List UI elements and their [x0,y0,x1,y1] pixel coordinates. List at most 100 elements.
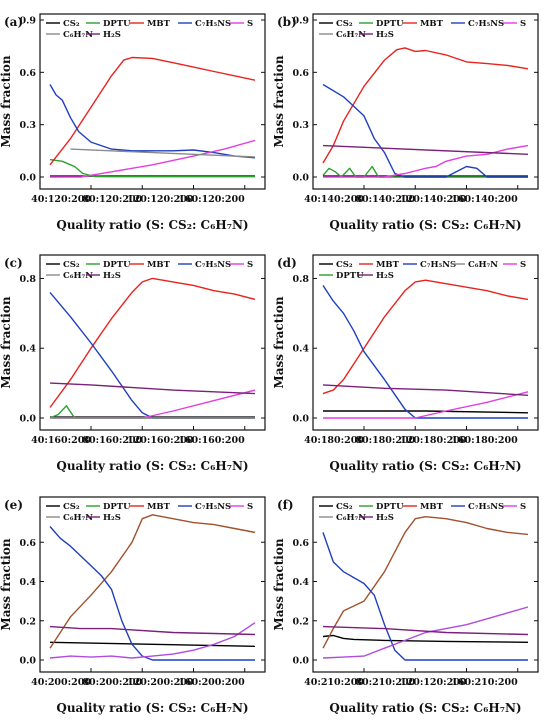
legend-label: C₆H₇N [336,30,366,40]
x-tick-label: 80:120:200 [82,194,142,205]
series-line-2 [49,514,256,649]
x-axis-title: Quality ratio (S: CS₂: C₆H₇N) [329,218,521,232]
legend-label: C₇H₅NS [420,260,456,270]
plot-frame [312,496,539,673]
legend-label: C₇H₅NS [468,19,504,29]
legend-label: MBT [147,19,171,29]
x-axis-title: Quality ratio (S: CS₂: C₆H₇N) [56,459,248,473]
legend-label: C₆H₇N [63,271,93,281]
legend-label: S [247,260,253,270]
y-axis-title: Mass fraction [0,538,13,630]
legend-label: H₂S [376,513,394,523]
legend-label: H₂S [103,30,121,40]
x-tick-label: 160:180:200 [451,435,518,446]
series-line-7 [49,382,256,395]
y-tick-label: 0.6 [19,68,36,79]
y-axis-title: Mass fraction [272,55,286,147]
x-tick-label: 80:200:200 [82,677,142,688]
series-line-1 [322,634,529,643]
legend-label: DPTU [103,260,131,270]
legend-label: S [520,502,526,512]
legend-label: DPTU [336,271,364,281]
y-tick-label: 0.3 [19,120,36,131]
plot-frame [312,13,539,190]
legend-label: C₇H₅NS [195,260,231,270]
legend-label: H₂S [103,271,121,281]
x-tick-label: 80:140:200 [355,194,415,205]
series-line-3 [322,532,528,661]
y-axis-title: Mass fraction [272,296,286,388]
y-tick-label: 0.6 [292,68,309,79]
x-axis-title: Quality ratio (S: CS₂: C₆H₇N) [329,701,521,715]
legend: CS₂ DPTU MBT C₇H₅NS S C₆H₇N H₂S [319,502,526,523]
legend: CS₂ DPTU MBT C₇H₅NS S C₆H₇N H₂S [46,260,253,281]
x-tick-label: 80:210:200 [355,677,415,688]
x-axis-title: Quality ratio (S: CS₂: C₆H₇N) [56,701,248,715]
x-tick-label: 120:120:200 [127,194,194,205]
x-tick-label: 120:180:200 [400,435,467,446]
legend-label: C₆H₇N [468,260,498,270]
x-axis-title: Quality ratio (S: CS₂: C₆H₇N) [56,218,248,232]
y-tick-label: 0.4 [19,577,36,588]
legend: CS₂ DPTU MBT C₇H₅NS S C₆H₇N H₂S [319,19,526,40]
legend-label: MBT [420,19,444,29]
series-line-3 [322,285,528,419]
legend-label: DPTU [103,502,131,512]
x-tick-label: 160:120:200 [178,194,245,205]
y-tick-label: 0.0 [292,656,309,667]
panel-label: (c) [4,256,23,270]
legend-label: C₆H₇N [63,513,93,523]
series-line-5 [322,625,529,636]
legend: CS₂ DPTU MBT C₇H₅NS S C₆H₇N H₂S [46,502,253,523]
plot-frame [39,254,266,431]
chart-panel-3: (c) 0.0 0.4 0.8 40:160:20080:160:200120:160:… [0,254,266,473]
y-tick-label: 0.9 [19,16,36,27]
x-tick-label: 40:180:200 [304,435,364,446]
legend-label: CS₂ [63,502,80,512]
y-tick-label: 0.3 [292,120,309,131]
legend-label: H₂S [376,271,394,281]
legend-label: C₆H₇N [336,513,366,523]
series-line-2 [49,158,255,178]
legend: CS₂ DPTU MBT C₇H₅NS S C₆H₇N H₂S [46,19,253,40]
x-tick-label: 120:160:200 [127,435,194,446]
y-axis-title: Mass fraction [0,296,13,388]
legend-label: MBT [147,260,171,270]
y-tick-label: 0.2 [292,616,309,627]
plot-frame [39,496,266,673]
legend-label: S [247,19,253,29]
series-line-5 [50,139,256,178]
series-line-2 [322,516,529,649]
series-line-4 [323,391,529,419]
x-tick-label: 160:140:200 [451,194,518,205]
series-line-2 [322,279,529,395]
x-tick-label: 80:180:200 [355,435,415,446]
y-tick-label: 0.4 [292,577,309,588]
y-axis-title: Mass fraction [0,55,13,147]
x-axis-title: Quality ratio (S: CS₂: C₆H₇N) [329,459,521,473]
chart-panel-2: (b) 0.0 0.3 0.6 0.9 40:140:20080:140:200120:1… [272,13,539,232]
x-tick-label: 40:210:200 [304,677,364,688]
y-tick-label: 0.6 [292,538,309,549]
legend-label: MBT [147,502,171,512]
legend-label: CS₂ [336,502,353,512]
y-tick-label: 0.8 [292,274,309,285]
series-line-4 [322,83,528,178]
series-line-5 [322,384,529,396]
panel-label: (f) [277,498,294,512]
series-line-3 [322,47,529,164]
plot-frame [39,13,266,190]
y-tick-label: 0.9 [292,16,309,27]
series-line-6 [70,148,256,158]
legend: CS₂ MBT C₇H₅NS C₆H₇N S DPTU H₂S [319,260,526,281]
series-line-5 [50,389,256,419]
legend-label: CS₂ [63,19,80,29]
x-tick-label: 120:120:200 [400,677,467,688]
legend-label: CS₂ [336,260,353,270]
x-tick-label: 120:140:200 [400,194,467,205]
legend-label: CS₂ [336,19,353,29]
series-line-4 [322,606,529,659]
y-tick-label: 0.0 [292,414,309,425]
legend-label: DPTU [376,502,404,512]
